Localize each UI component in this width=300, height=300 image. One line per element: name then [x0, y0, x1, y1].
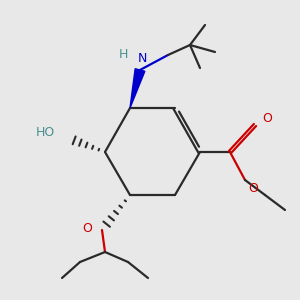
Text: H: H — [118, 49, 128, 62]
Text: O: O — [262, 112, 272, 124]
Text: N: N — [138, 52, 147, 64]
Text: HO: HO — [36, 125, 55, 139]
Text: O: O — [82, 221, 92, 235]
Polygon shape — [130, 69, 145, 108]
Text: O: O — [248, 182, 258, 194]
